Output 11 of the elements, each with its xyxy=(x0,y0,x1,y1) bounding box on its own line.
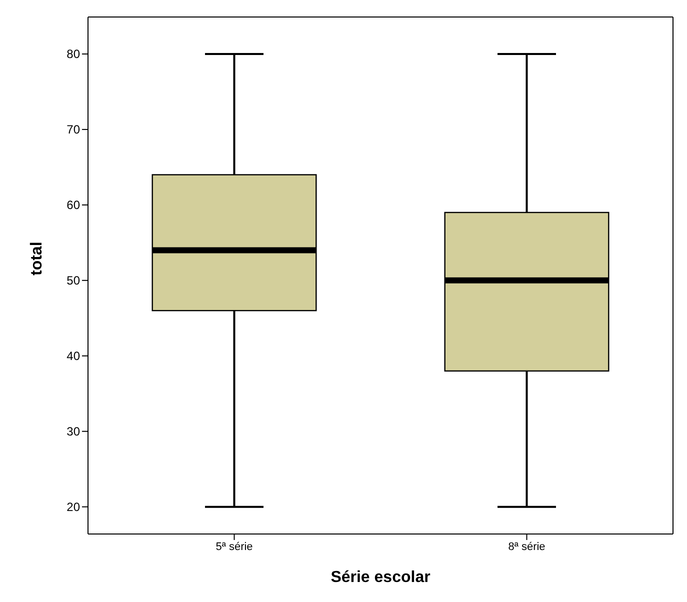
x-tick-label: 5ª série xyxy=(216,540,253,553)
x-tick-label: 8ª série xyxy=(508,540,546,553)
y-axis-title: total xyxy=(28,242,46,276)
y-tick-label: 30 xyxy=(66,424,80,439)
y-tick-label: 80 xyxy=(66,47,80,62)
y-tick-label: 70 xyxy=(66,122,80,137)
x-axis-title: Série escolar xyxy=(330,569,430,586)
y-tick-label: 40 xyxy=(66,349,80,364)
y-tick-label: 20 xyxy=(66,500,80,514)
y-tick-label: 60 xyxy=(66,198,80,212)
y-tick-label: 50 xyxy=(66,274,80,288)
